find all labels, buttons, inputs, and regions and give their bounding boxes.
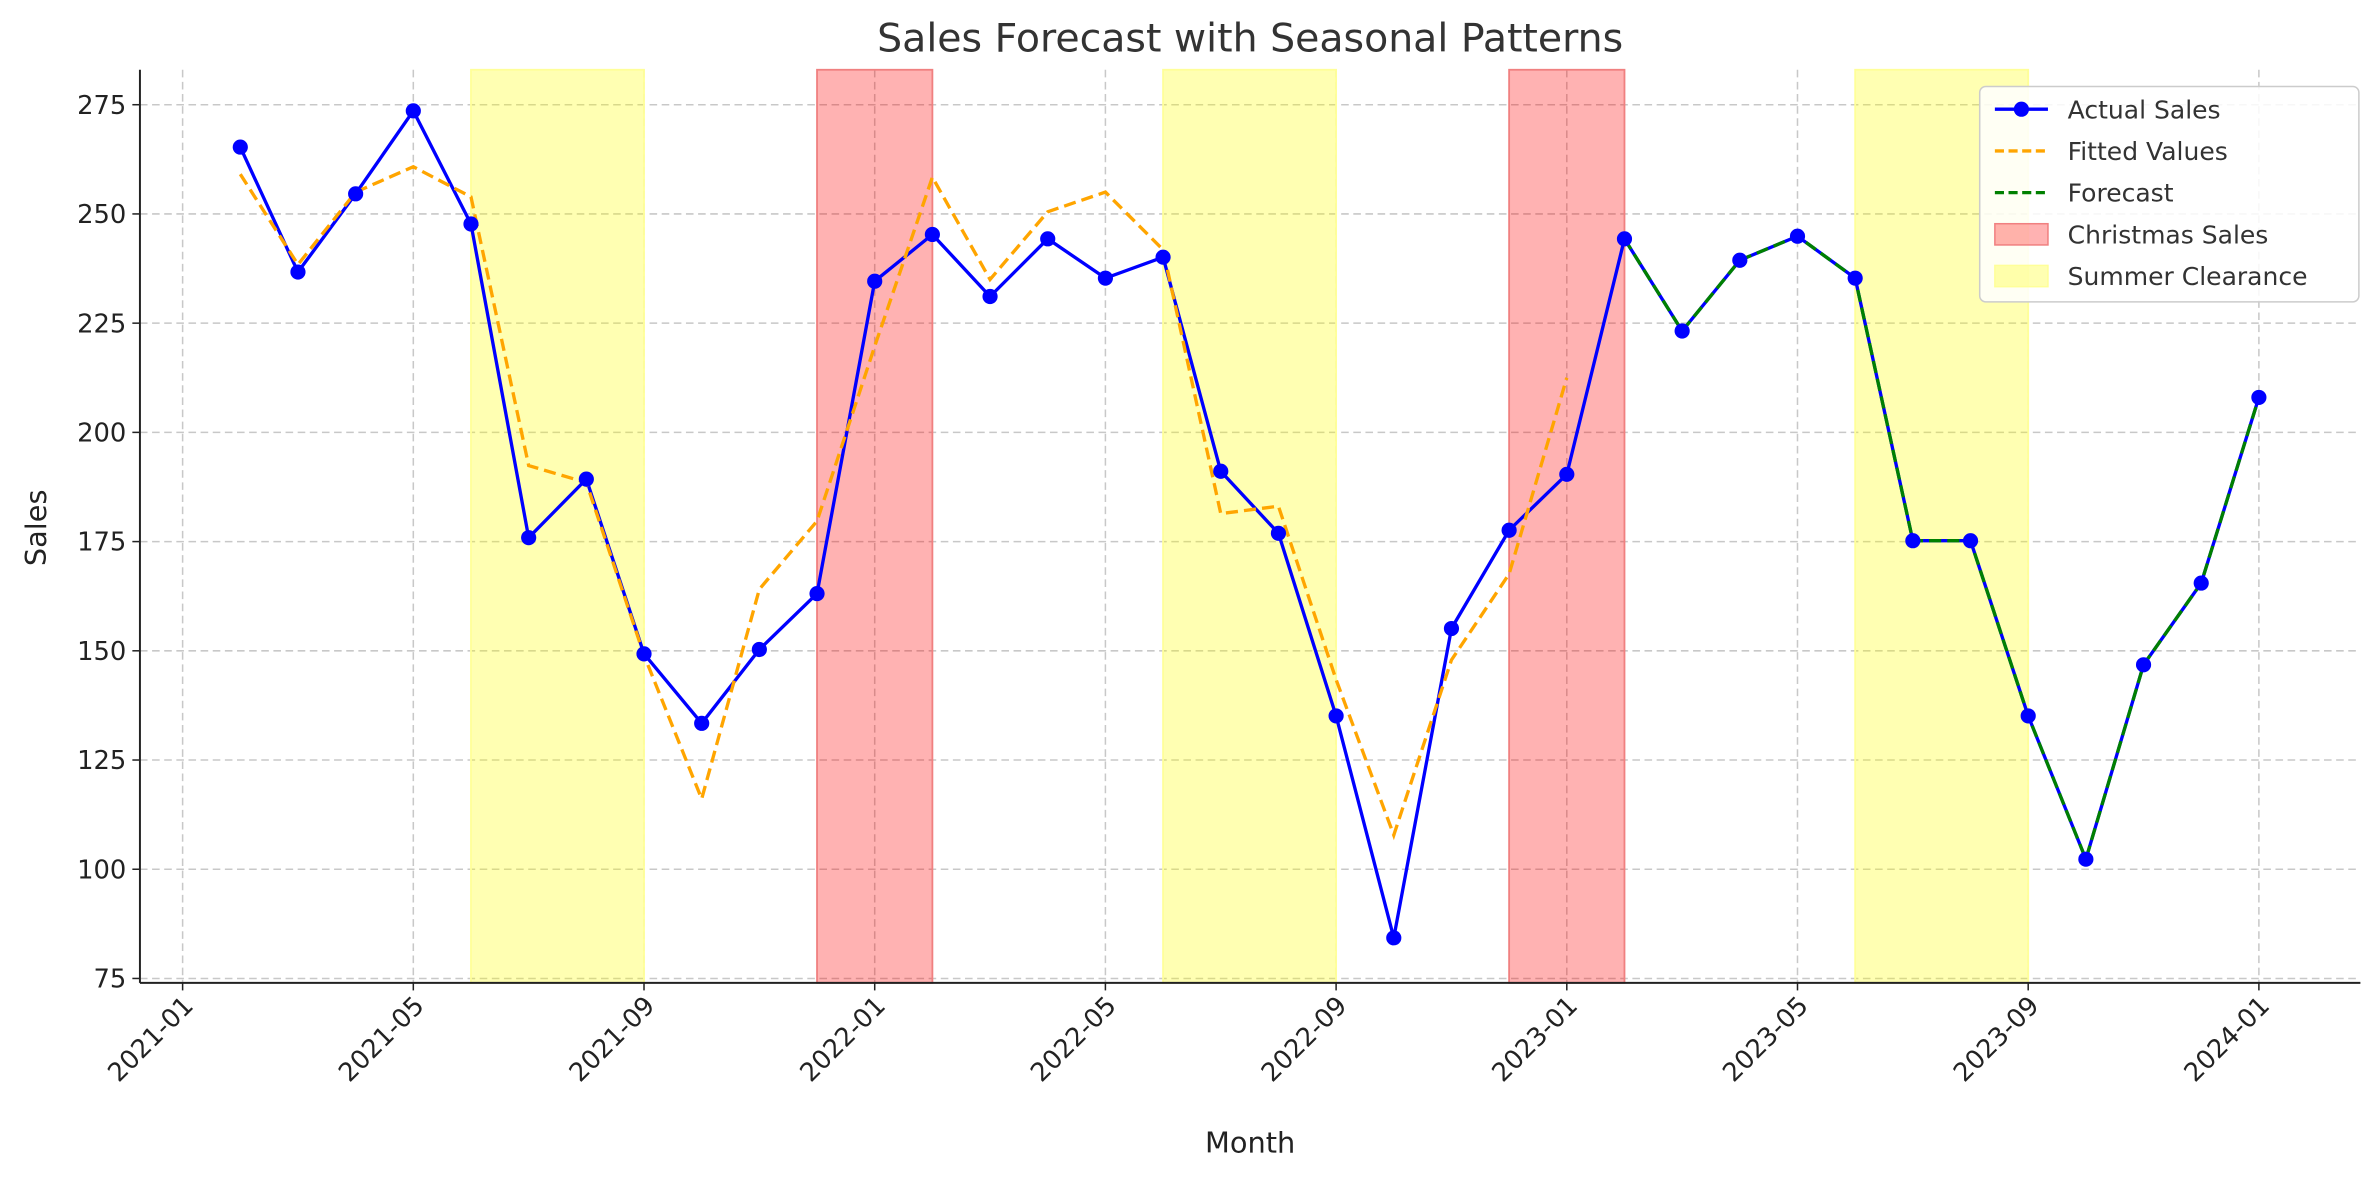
legend-label: Actual Sales [2068,95,2221,124]
y-tick-label: 200 [77,418,126,448]
actual-sales-point [1732,252,1748,268]
actual-sales-point [867,273,883,289]
x-tick-label: 2023-05 [1717,991,1814,1088]
seasonal-bands [470,68,2030,984]
actual-sales-point [924,226,940,243]
actual-sales-point [1213,463,1229,479]
christmas-sales-band [816,68,934,984]
actual-sales-point [1674,323,1690,339]
actual-sales-point [521,530,537,546]
y-tick-label: 275 [77,91,126,121]
fitted-values-line [238,164,1569,841]
x-tick-label: 2022-01 [794,991,891,1088]
actual-sales-point [1789,228,1806,244]
x-tick-label: 2021-05 [333,991,430,1088]
legend-label: Christmas Sales [2068,220,2269,249]
actual-sales-point [1443,620,1460,637]
actual-sales-point [1155,249,1171,265]
actual-sales-point [636,646,652,662]
x-axis-label: Month [1205,1126,1295,1160]
actual-sales-point [809,585,825,602]
series-lines [232,103,2267,946]
actual-sales-point [1097,270,1113,286]
actual-sales-point [1847,270,1863,286]
y-tick-label: 150 [77,637,126,667]
legend-label: Forecast [2068,179,2174,208]
y-axis-label: Sales [19,489,53,566]
legend-label: Summer Clearance [2068,262,2308,291]
legend-box [1978,85,2360,303]
legend-label: Fitted Values [2068,137,2228,166]
x-tick-label: 2021-09 [564,991,661,1088]
actual-sales-point [1616,231,1633,247]
actual-sales-point [2078,851,2094,867]
legend-marker [2013,101,2029,117]
chart-title: Sales Forecast with Seasonal Patterns [877,16,1623,62]
x-tick-label: 2023-09 [1948,991,2045,1088]
actual-sales-point [1328,708,1344,724]
actual-sales-point [2193,575,2209,591]
actual-sales-point [1559,466,1575,482]
y-tick-label: 100 [77,855,126,885]
y-tick-label: 75 [93,965,126,995]
actual-sales-point [405,103,421,119]
actual-sales-point [1270,525,1287,541]
x-tick-label: 2023-01 [1487,991,1584,1088]
actual-sales-point [463,216,479,232]
summer-clearance-band [470,68,645,984]
actual-sales-point [1386,930,1402,946]
actual-sales-point [348,186,364,202]
y-tick-label: 125 [77,746,126,776]
actual-sales-point [1040,231,1056,247]
y-tick-label: 175 [77,528,126,558]
christmas-sales-band [1508,68,1626,984]
actual-sales-point [232,139,248,155]
actual-sales-point [2251,389,2267,406]
actual-sales-point [290,264,306,280]
actual-sales-point [578,471,594,487]
y-tick-label: 250 [77,200,126,230]
actual-sales-point [982,288,998,305]
x-tick-label: 2024-01 [2179,991,2276,1088]
forecast-line [1623,234,2261,865]
actual-sales-point [2020,708,2036,724]
actual-sales-point [1962,533,1979,549]
actual-sales-point [1905,533,1921,549]
x-tick-label: 2022-05 [1025,991,1122,1088]
y-tick-label: 225 [77,309,126,339]
actual-sales-point [694,715,710,731]
actual-sales-point [751,641,767,658]
legend-swatch [1994,264,2049,288]
x-tick-label: 2021-01 [102,991,199,1088]
x-tick-label: 2022-09 [1256,991,1353,1088]
legend: Actual Sales Fitted Values Forecast Christm… [1978,85,2360,303]
actual-sales-point [2135,657,2152,673]
legend-swatch [1994,222,2049,246]
summer-clearance-band [1162,68,1338,984]
actual-sales-point [1501,522,1517,538]
